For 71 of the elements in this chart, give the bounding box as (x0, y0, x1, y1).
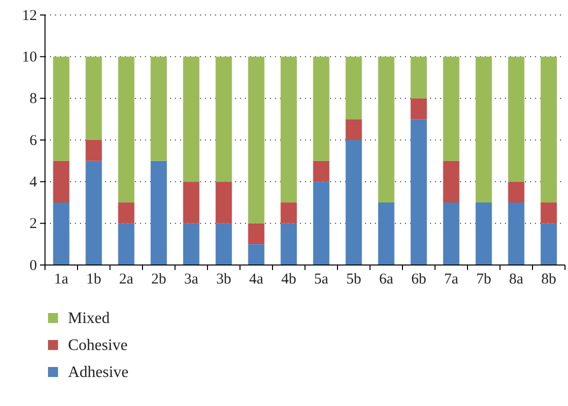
y-tick-label: 8 (30, 91, 37, 108)
bar (313, 182, 330, 265)
bar (346, 56, 362, 120)
legend-label: Adhesive (68, 364, 128, 381)
bar (216, 182, 232, 224)
x-tick-label: 7b (476, 272, 492, 288)
bar (118, 56, 134, 202)
x-tick-label: 2a (119, 272, 134, 288)
bar (410, 56, 427, 98)
bar (540, 56, 557, 202)
bar (248, 223, 264, 244)
x-tick-label: 7a (444, 272, 459, 288)
bar (540, 223, 557, 265)
bar (410, 98, 427, 120)
x-tick-label: 2b (151, 272, 166, 288)
legend-label: Cohesive (68, 337, 128, 354)
bar (216, 223, 232, 265)
bar (508, 56, 524, 182)
y-tick-label: 12 (22, 8, 37, 24)
bar (280, 223, 297, 265)
bar (476, 56, 492, 202)
y-tick-label: 10 (22, 49, 37, 66)
bar (443, 202, 460, 265)
bar (508, 182, 524, 202)
x-tick-label: 4a (249, 272, 264, 288)
x-tick-label: 3a (184, 272, 199, 288)
x-tick-label: 1a (54, 272, 69, 288)
bar (150, 56, 167, 161)
bar (313, 160, 330, 182)
bar (183, 223, 200, 265)
bar (53, 160, 70, 202)
bar (216, 56, 232, 182)
bar (86, 56, 102, 140)
bar (183, 56, 200, 182)
bar (248, 56, 264, 224)
y-tick-label: 4 (30, 174, 38, 190)
bar (540, 202, 557, 224)
x-tick-label: 5b (346, 272, 362, 288)
y-tick-label: 0 (30, 258, 37, 274)
x-tick-label: 3b (216, 272, 232, 288)
bar (443, 56, 460, 161)
bar (118, 202, 134, 224)
bar (410, 119, 427, 265)
bar (346, 140, 362, 265)
bar (248, 244, 264, 265)
y-tick-label: 6 (30, 132, 38, 149)
bar (378, 56, 394, 202)
x-tick-label: 8b (541, 272, 556, 288)
x-tick-label: 4b (281, 272, 296, 288)
bar (53, 56, 70, 161)
bar (86, 140, 102, 161)
legend-label: Mixed (68, 310, 110, 327)
bar (280, 56, 297, 202)
x-tick-label: 5a (314, 272, 329, 288)
bar (183, 182, 200, 224)
x-tick-label: 6b (411, 272, 426, 288)
x-tick-label: 6a (379, 272, 394, 288)
bar (378, 202, 394, 265)
bar (443, 160, 460, 202)
bar (313, 56, 330, 161)
x-tick-label: 8a (509, 272, 524, 288)
bar (280, 202, 297, 224)
bar (118, 223, 134, 265)
bar (53, 202, 70, 265)
bar (346, 119, 362, 140)
bar (476, 202, 492, 265)
y-tick-label: 2 (30, 216, 37, 232)
bar (150, 160, 167, 265)
bar (508, 202, 524, 265)
bar (86, 160, 102, 265)
x-tick-label: 1b (86, 272, 102, 288)
